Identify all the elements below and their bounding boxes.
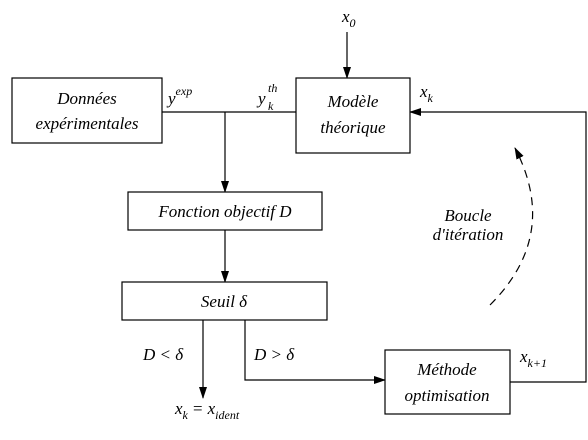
label-base: y: [256, 89, 266, 108]
box-text: optimisation: [404, 386, 489, 405]
box: Fonction objectif D: [127, 191, 323, 231]
label-xk: xk: [419, 82, 434, 105]
box-frame: [295, 77, 411, 154]
box-frame: [121, 281, 328, 321]
label-sup: th: [268, 81, 277, 95]
label-y-exp: yexp: [166, 84, 192, 108]
box-frame: [384, 349, 511, 415]
label-x0: x0: [341, 7, 356, 30]
loop-label: d'itération: [433, 225, 504, 244]
label-cond-lt: D < δ: [142, 345, 184, 364]
feedback-arrow: [409, 108, 587, 383]
box: Méthode optimisation: [384, 349, 511, 415]
box: Modèle théorique: [295, 77, 411, 154]
loop-arrow: [489, 147, 534, 306]
box: Seuil δ: [121, 281, 328, 321]
box-frame: [127, 191, 323, 231]
box-text: Méthode: [416, 360, 477, 379]
box-text: Seuil δ: [201, 292, 248, 311]
box-text: Modèle: [327, 92, 379, 111]
box: Données expérimentales: [11, 77, 163, 144]
box-text: expérimentales: [36, 114, 139, 133]
box-text: Données: [56, 89, 117, 108]
label-y-th: y k th: [256, 81, 277, 113]
label-cond-gt: D > δ: [253, 345, 295, 364]
label-result: xk = xident: [174, 399, 240, 422]
box-text: Fonction objectif D: [157, 202, 292, 221]
label-xk1: xk+1: [519, 347, 547, 370]
box-text: théorique: [320, 118, 386, 137]
label-sub: k: [268, 99, 274, 113]
box-frame: [11, 77, 163, 144]
loop-label: Boucle: [444, 206, 492, 225]
arrow: [244, 320, 386, 384]
